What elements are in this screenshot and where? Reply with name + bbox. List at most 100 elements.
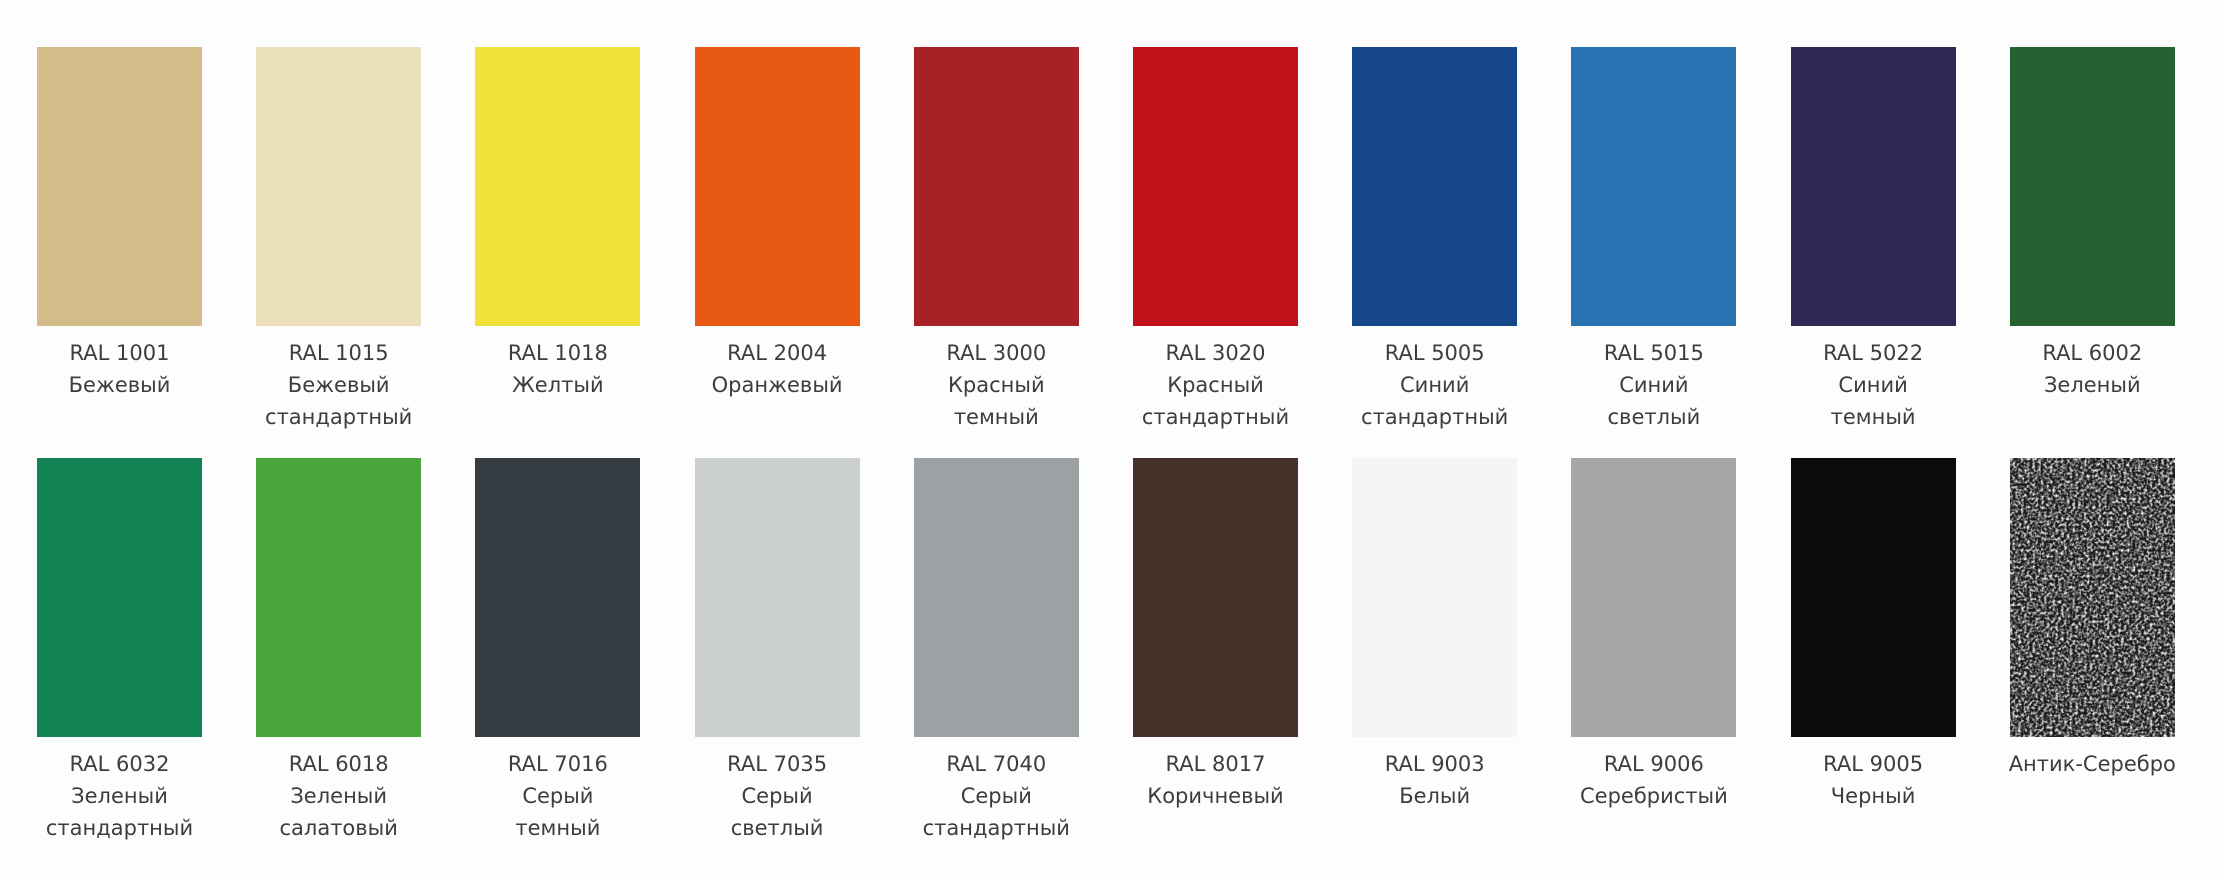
color-name: Синий xyxy=(1838,373,1908,397)
color-swatch xyxy=(475,47,641,326)
color-swatch-item: RAL 5005 Синий стандартный xyxy=(1352,47,1518,429)
swatch-label: RAL 2004 Оранжевый xyxy=(655,337,900,401)
color-swatch-item: RAL 9006 Серебристый xyxy=(1571,458,1737,808)
color-swatch xyxy=(37,47,202,326)
ral-code: RAL 5022 xyxy=(1823,341,1924,365)
color-name: темный xyxy=(515,816,601,840)
color-swatch xyxy=(1352,458,1518,737)
color-name: Синий xyxy=(1400,373,1470,397)
color-swatch xyxy=(913,47,1079,326)
color-swatch xyxy=(475,458,641,737)
color-swatch xyxy=(256,458,422,737)
ral-code: RAL 7016 xyxy=(507,752,608,776)
color-swatch xyxy=(913,458,1079,737)
swatch-label: RAL 7040 Серый стандартный xyxy=(874,748,1119,844)
color-swatch-item: RAL 2004 Оранжевый xyxy=(694,47,860,397)
ral-code: RAL 7040 xyxy=(946,752,1047,776)
ral-code: RAL 7035 xyxy=(727,752,828,776)
color-name: Серебристый xyxy=(1580,784,1728,808)
color-name: стандартный xyxy=(1361,405,1509,429)
color-swatch xyxy=(1352,47,1518,326)
color-swatch xyxy=(1571,458,1737,737)
color-name: Зеленый xyxy=(2043,373,2141,397)
ral-code: RAL 3020 xyxy=(1165,341,1266,365)
ral-code: RAL 6002 xyxy=(2042,341,2143,365)
color-name: Оранжевый xyxy=(711,373,843,397)
color-swatch-item: RAL 6032 Зеленый стандартный xyxy=(37,458,202,840)
color-swatch xyxy=(2009,458,2175,737)
color-swatch-item: RAL 1015 Бежевый стандартный xyxy=(256,47,422,429)
color-name: Красный xyxy=(1167,373,1264,397)
color-name: темный xyxy=(1830,405,1916,429)
ral-code: RAL 1015 xyxy=(288,341,389,365)
color-swatch-item: RAL 7035 Серый светлый xyxy=(694,458,860,840)
ral-code: RAL 5005 xyxy=(1384,341,1485,365)
color-swatch-item: RAL 5022 Синий темный xyxy=(1790,47,1956,429)
color-swatch xyxy=(1133,458,1298,737)
color-swatch xyxy=(1571,47,1737,326)
ral-code: RAL 8017 xyxy=(1165,752,1266,776)
color-name: Бежевый xyxy=(287,373,390,397)
color-swatch-item: Антик-Серебро xyxy=(2009,458,2176,776)
color-name: Черный xyxy=(1830,784,1916,808)
color-swatch xyxy=(1790,47,1956,326)
color-swatch-item: RAL 6002 Зеленый xyxy=(2009,47,2175,397)
color-name: светлый xyxy=(730,816,824,840)
ral-code: RAL 6018 xyxy=(288,752,389,776)
color-name: салатовый xyxy=(279,816,398,840)
swatch-label: Антик-Серебро xyxy=(1970,748,2215,780)
swatch-label: RAL 8017 Коричневый xyxy=(1093,748,1338,812)
color-name: светлый xyxy=(1607,405,1701,429)
color-swatch xyxy=(694,47,860,326)
color-name: Серый xyxy=(960,784,1032,808)
swatch-label: RAL 1015 Бежевый стандартный xyxy=(216,337,461,433)
color-swatch xyxy=(1790,458,1956,737)
color-swatch xyxy=(37,458,202,737)
color-name: Синий xyxy=(1619,373,1689,397)
color-name: Красный xyxy=(947,373,1045,397)
color-swatch xyxy=(256,47,422,326)
color-swatch-item: RAL 7040 Серый стандартный xyxy=(913,458,1079,840)
swatch-label: RAL 1018 Желтый xyxy=(435,337,680,401)
ral-code: RAL 9005 xyxy=(1823,752,1924,776)
color-name: стандартный xyxy=(45,816,194,840)
swatch-label: RAL 6002 Зеленый xyxy=(1970,337,2215,401)
color-name: Антик-Серебро xyxy=(2008,752,2176,776)
color-name: Бежевый xyxy=(68,373,171,397)
ral-code: RAL 9003 xyxy=(1384,752,1485,776)
color-name: стандартный xyxy=(1141,405,1290,429)
ral-code: RAL 9006 xyxy=(1603,752,1704,776)
color-name: Серый xyxy=(741,784,813,808)
swatch-label: RAL 3000 Красный темный xyxy=(874,337,1119,433)
swatch-label: RAL 7035 Серый светлый xyxy=(655,748,900,844)
swatch-label: RAL 9006 Серебристый xyxy=(1531,748,1776,812)
color-name: Зеленый xyxy=(71,784,168,808)
ral-code: RAL 3000 xyxy=(946,341,1047,365)
swatch-label: RAL 6032 Зеленый стандартный xyxy=(0,748,242,844)
swatch-label: RAL 3020 Красный стандартный xyxy=(1093,337,1338,433)
color-name: стандартный xyxy=(265,405,413,429)
hammered-texture xyxy=(2009,458,2175,737)
color-name: Зеленый xyxy=(290,784,388,808)
color-name: Белый xyxy=(1399,784,1471,808)
color-swatch-item: RAL 3000 Красный темный xyxy=(913,47,1079,429)
swatch-label: RAL 9003 Белый xyxy=(1312,748,1557,812)
color-swatch-item: RAL 8017 Коричневый xyxy=(1133,458,1298,808)
color-name: стандартный xyxy=(922,816,1070,840)
color-name: Серый xyxy=(522,784,594,808)
ral-code: RAL 5015 xyxy=(1603,341,1704,365)
color-name: Желтый xyxy=(512,373,604,397)
ral-code: RAL 1018 xyxy=(507,341,608,365)
color-swatch xyxy=(2009,47,2175,326)
swatch-label: RAL 7016 Серый темный xyxy=(435,748,680,844)
swatch-label: RAL 6018 Зеленый салатовый xyxy=(216,748,461,844)
color-swatch-item: RAL 9005 Черный xyxy=(1790,458,1956,808)
ral-code: RAL 2004 xyxy=(727,341,828,365)
color-name: Коричневый xyxy=(1147,784,1284,808)
color-swatch xyxy=(694,458,860,737)
color-swatch-item: RAL 6018 Зеленый салатовый xyxy=(256,458,422,840)
color-swatch-item: RAL 9003 Белый xyxy=(1352,458,1518,808)
swatch-label: RAL 5022 Синий темный xyxy=(1751,337,1996,433)
swatch-label: RAL 9005 Черный xyxy=(1751,748,1996,812)
swatch-label: RAL 5015 Синий светлый xyxy=(1531,337,1776,433)
